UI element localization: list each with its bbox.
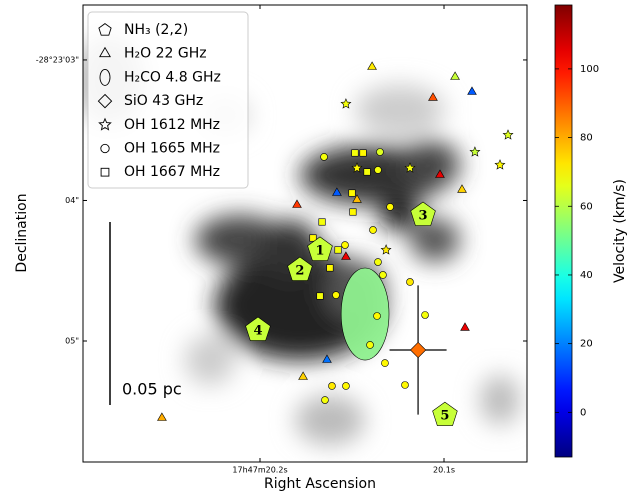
nh3-label: 2: [295, 264, 304, 279]
nh3-label: 4: [253, 324, 262, 339]
nh3-label: 5: [440, 409, 449, 424]
nh3-label: 3: [419, 208, 428, 223]
oh1665-marker: [369, 226, 376, 233]
oh1667-marker: [319, 219, 326, 226]
oh1667-marker: [349, 190, 356, 197]
legend-label: H₂CO 4.8 GHz: [124, 69, 221, 85]
colorbar: [555, 5, 572, 457]
colorbar-tick-label: 80: [580, 133, 593, 144]
legend-label: SiO 43 GHz: [124, 93, 203, 109]
oh1665-marker: [374, 166, 381, 173]
oh1667-marker: [364, 169, 371, 176]
oh1665-marker: [321, 153, 328, 160]
oh1665-marker: [387, 203, 394, 210]
legend-label: H₂O 22 GHz: [124, 46, 207, 62]
oh1667-marker: [327, 265, 334, 272]
oh1665-marker: [374, 259, 381, 266]
scale-bar-label: 0.05 pc: [122, 380, 182, 399]
oh1665-marker: [376, 148, 383, 155]
oh1665-marker: [367, 341, 374, 348]
oh1667-marker: [335, 247, 342, 254]
y-axis-label: Declination: [14, 193, 30, 272]
oh1665-marker: [333, 292, 340, 299]
oh1665-marker: [406, 278, 413, 285]
oh1665-marker: [402, 381, 409, 388]
oh1667-marker: [350, 209, 357, 216]
colorbar-tick-label: 60: [580, 201, 593, 212]
legend-label: OH 1612 MHz: [124, 117, 220, 133]
colorbar-tick-label: 40: [580, 270, 593, 281]
oh1665-marker: [321, 397, 328, 404]
nh3-label: 1: [315, 243, 324, 258]
colorbar-tick-label: 0: [580, 407, 586, 418]
legend-label: OH 1665 MHz: [124, 141, 220, 157]
chart: 0.05 pc 12 3 4 5 NH₃ (2,2) H₂O 22 GHz H₂CO 4.…: [0, 0, 639, 492]
y-tick-label: 04": [65, 196, 79, 205]
x-tick-label: 17h47m20.2s: [232, 466, 287, 475]
h2co-marker: [341, 268, 389, 360]
oh1665-marker: [381, 360, 388, 367]
colorbar-label: Velocity (km/s): [612, 179, 628, 283]
oh1665-marker: [342, 242, 349, 249]
oh1665-marker: [328, 382, 335, 389]
oh1667-marker: [360, 150, 367, 157]
y-tick-label: -28°23'03": [36, 55, 79, 64]
oh1665-marker: [342, 382, 349, 389]
oh1665-marker: [374, 312, 381, 319]
colorbar-tick-label: 100: [580, 64, 599, 75]
x-tick-label: 20.1s: [433, 466, 455, 475]
legend-label: NH₃ (2,2): [124, 22, 188, 38]
oh1667-marker: [352, 150, 359, 157]
legend-label: OH 1667 MHz: [124, 164, 220, 180]
oh1665-marker: [379, 271, 386, 278]
colorbar-tick-label: 20: [580, 339, 593, 350]
x-axis-label: Right Ascension: [264, 476, 376, 492]
oh1665-marker: [422, 312, 429, 319]
oh1667-marker: [317, 293, 324, 300]
y-tick-label: 05": [65, 337, 79, 346]
